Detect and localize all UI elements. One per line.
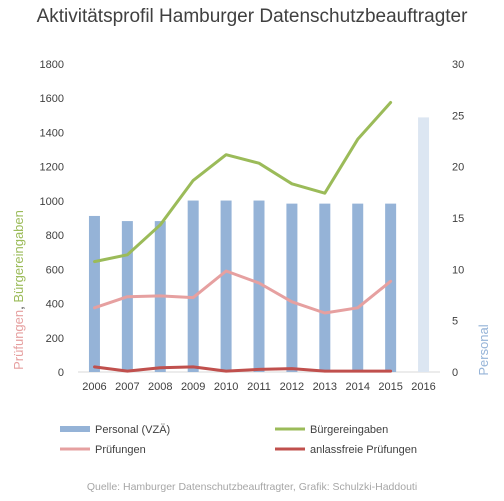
bar-personal: [253, 200, 265, 372]
y-right-tick-label: 0: [452, 367, 458, 379]
y-left-tick-label: 400: [46, 299, 64, 311]
legend-label-pruefungen: Prüfungen: [95, 444, 146, 456]
y-axis-left-label-part1: Prüfungen: [11, 310, 26, 370]
y-left-tick-label: 600: [46, 264, 64, 276]
x-tick-label: 2011: [247, 381, 271, 393]
legend-swatch-personal: [60, 426, 90, 432]
y-left-tick-label: 1800: [40, 59, 64, 71]
x-tick-label: 2014: [345, 381, 369, 393]
y-right-tick-label: 5: [452, 316, 458, 328]
y-left-tick-label: 1200: [40, 162, 64, 174]
bar-personal-2016: [418, 117, 430, 373]
x-tick-label: 2010: [214, 381, 238, 393]
legend: Personal (VZÄ) Bürgereingaben Prüfungen …: [60, 424, 417, 456]
bar-personal: [220, 200, 232, 372]
y-left-tick-label: 1600: [40, 93, 64, 105]
x-tick-label: 2009: [181, 381, 205, 393]
y-right-tick-label: 25: [452, 110, 464, 122]
x-tick-label: 2015: [378, 381, 402, 393]
line-anlassfreie-prüfungen: [93, 365, 393, 373]
legend-label-anlassfreie: anlassfreie Prüfungen: [310, 444, 417, 456]
y-right-tick-label: 30: [452, 59, 464, 71]
x-tick-label: 2012: [280, 381, 304, 393]
y-left-tick-label: 800: [46, 230, 64, 242]
bar-personal: [187, 200, 199, 372]
y-axis-left-label-separator: ,: [11, 303, 26, 310]
chart-title: Aktivitätsprofil Hamburger Datenschutzbe…: [36, 6, 468, 27]
y-axis-left-label-part2: Bürgereingaben: [11, 210, 26, 303]
bar-personal: [385, 203, 397, 372]
bar-personal: [88, 215, 100, 372]
x-tick-label: 2016: [411, 381, 435, 393]
y-right-tick-label: 20: [452, 162, 464, 174]
x-tick-label: 2006: [82, 381, 106, 393]
y-right-tick-label: 15: [452, 213, 464, 225]
line-bürgereingaben: [93, 101, 393, 264]
y-left-tick-label: 1000: [40, 196, 64, 208]
source-note: Quelle: Hamburger Datenschutzbeauftragte…: [87, 481, 417, 493]
y-axis-left-label: Prüfungen, Bürgereingaben: [11, 210, 26, 370]
bar-personal: [286, 203, 298, 372]
legend-label-personal: Personal (VZÄ): [95, 424, 170, 436]
y-left-tick-label: 0: [58, 367, 64, 379]
line-prüfungen: [93, 269, 393, 315]
legend-label-buergereingaben: Bürgereingaben: [310, 424, 388, 436]
y-left-tick-label: 200: [46, 333, 64, 345]
x-tick-label: 2013: [313, 381, 337, 393]
x-tick-label: 2007: [115, 381, 139, 393]
bar-personal: [352, 203, 364, 372]
x-tick-label: 2008: [148, 381, 172, 393]
y-right-tick-label: 10: [452, 264, 464, 276]
bar-personal: [319, 203, 331, 372]
y-axis-right-label: Personal: [476, 324, 491, 375]
y-left-tick-label: 1400: [40, 127, 64, 139]
